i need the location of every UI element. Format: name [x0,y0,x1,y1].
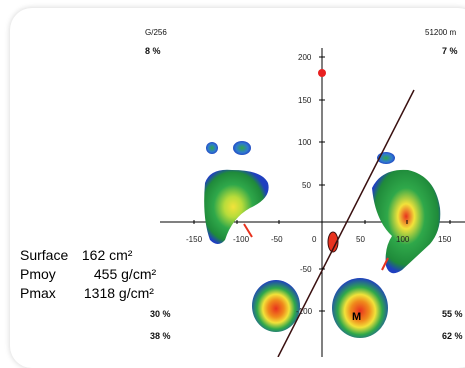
x-tick-label: 100 [396,235,410,244]
x-tick-label: -100 [233,235,250,244]
stats-panel: Surface 162 cm² Pmoy 455 g/cm² Pmax 1318… [20,246,156,303]
pmoy-value: 455 g/cm² [93,266,157,282]
center-dot [318,69,326,77]
x-tick-label: -50 [271,235,283,244]
x-tick-label: -150 [186,235,203,244]
left-toe-2 [233,141,251,155]
y-tick-label: 150 [298,96,312,105]
percent-bottom-right-2: 62 % [442,331,463,341]
left-forefoot [204,169,269,244]
percent-top-left: 8 % [145,46,161,56]
max-pressure-marker: M [352,311,361,323]
y-tick-label: 50 [302,181,311,190]
pmax-label: Pmax [20,285,56,301]
pmoy-row: Pmoy 455 g/cm² [20,265,156,284]
y-tick-label: 100 [298,138,312,147]
y-tick-marks [319,56,325,312]
pressure-map-panel: -150 -100 -50 0 50 100 150 200 150 100 5… [10,8,465,368]
surface-row: Surface 162 cm² [20,246,156,265]
percent-bottom-left-2: 38 % [150,331,171,341]
y-tick-labels: 200 150 100 50 -50 -100 [296,53,313,316]
surface-label: Surface [20,247,69,263]
x-tick-marks [193,220,451,224]
left-code-label: G/256 [145,28,167,37]
left-direction-mark [243,223,253,238]
x-tick-label: 150 [438,235,452,244]
pmax-row: Pmax 1318 g/cm² [20,284,156,303]
right-direction-mark [381,257,389,271]
percent-top-right: 7 % [442,46,458,56]
pressure-plot: -150 -100 -50 0 50 100 150 200 150 100 5… [160,48,465,357]
right-code-label: 51200 m [425,28,457,37]
y-tick-label: 200 [298,53,312,62]
surface-value: 162 cm² [81,247,133,263]
right-foot-map [332,152,441,338]
right-forefoot [372,169,441,274]
percent-bottom-right-1: 55 % [442,309,463,319]
x-tick-labels: -150 -100 -50 0 50 100 150 [186,235,452,244]
x-tick-label: 50 [356,235,365,244]
y-tick-label: -50 [300,265,312,274]
left-foot-map [204,141,300,332]
y-tick-label: -100 [296,307,313,316]
pmoy-label: Pmoy [20,266,56,282]
left-heel [252,280,300,332]
left-toe-1 [206,142,218,154]
x-tick-label: 0 [312,235,317,244]
center-of-pressure-trace [327,231,339,253]
pmax-value: 1318 g/cm² [83,285,154,301]
gait-axis-line [277,89,415,357]
percent-bottom-left-1: 30 % [150,309,171,319]
right-heel [332,278,388,338]
